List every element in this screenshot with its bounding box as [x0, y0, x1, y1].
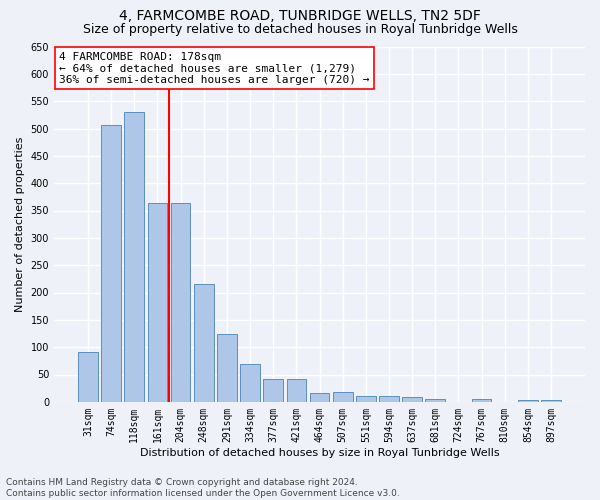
- Bar: [333, 392, 353, 402]
- Bar: [217, 334, 237, 402]
- Bar: [78, 352, 98, 402]
- Bar: [148, 204, 167, 402]
- Bar: [518, 400, 538, 402]
- Bar: [402, 397, 422, 402]
- Bar: [171, 204, 190, 402]
- Bar: [124, 112, 144, 402]
- Text: Contains HM Land Registry data © Crown copyright and database right 2024.
Contai: Contains HM Land Registry data © Crown c…: [6, 478, 400, 498]
- Y-axis label: Number of detached properties: Number of detached properties: [15, 136, 25, 312]
- Bar: [287, 379, 306, 402]
- Bar: [472, 399, 491, 402]
- X-axis label: Distribution of detached houses by size in Royal Tunbridge Wells: Distribution of detached houses by size …: [140, 448, 499, 458]
- Text: 4 FARMCOMBE ROAD: 178sqm
← 64% of detached houses are smaller (1,279)
36% of sem: 4 FARMCOMBE ROAD: 178sqm ← 64% of detach…: [59, 52, 370, 85]
- Bar: [356, 396, 376, 402]
- Text: 4, FARMCOMBE ROAD, TUNBRIDGE WELLS, TN2 5DF: 4, FARMCOMBE ROAD, TUNBRIDGE WELLS, TN2 …: [119, 9, 481, 23]
- Text: Size of property relative to detached houses in Royal Tunbridge Wells: Size of property relative to detached ho…: [83, 22, 517, 36]
- Bar: [425, 399, 445, 402]
- Bar: [263, 379, 283, 402]
- Bar: [101, 124, 121, 402]
- Bar: [541, 400, 561, 402]
- Bar: [379, 396, 399, 402]
- Bar: [310, 392, 329, 402]
- Bar: [194, 284, 214, 402]
- Bar: [240, 364, 260, 402]
